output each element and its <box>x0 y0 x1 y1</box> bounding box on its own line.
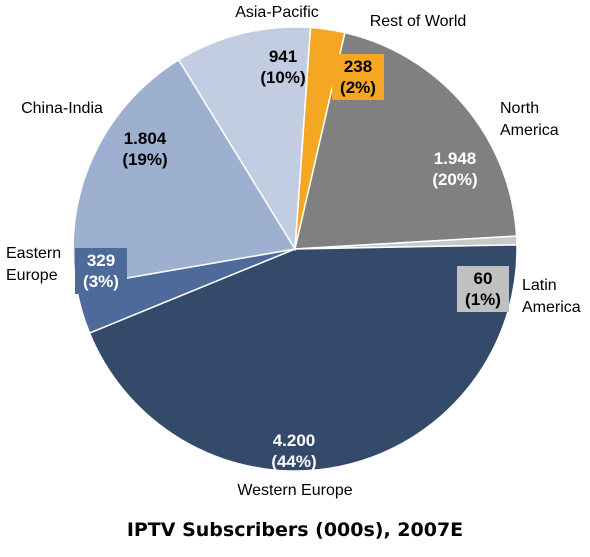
percent-label-china-india: (19%) <box>122 150 167 169</box>
category-label-latin-america: America <box>522 299 581 316</box>
pie-labels: 238 (2%) Rest of World 1.948 (20%) North Ameri… <box>6 4 581 499</box>
value-label-latin-america: 60 <box>474 269 493 288</box>
value-label-western-europe: 4.200 <box>273 431 316 450</box>
value-label-box-latin-america <box>457 266 509 312</box>
value-label-eastern-europe: 329 <box>87 251 115 270</box>
category-label-china-india: China-India <box>21 100 103 117</box>
percent-label-rest-of-world: (2%) <box>340 78 376 97</box>
pie-slice-asia-pacific <box>177 26 312 252</box>
category-label-latin-america: Latin <box>522 277 557 294</box>
pie-slices <box>72 26 518 472</box>
percent-label-north-america: (20%) <box>432 170 477 189</box>
category-label-north-america: North <box>500 100 539 117</box>
category-label-western-europe: Western Europe <box>237 482 352 499</box>
value-label-asia-pacific: 941 <box>269 47 297 66</box>
category-label-rest-of-world: Rest of World <box>370 13 467 30</box>
value-label-box-rest-of-world <box>332 54 384 100</box>
value-label-china-india: 1.804 <box>124 129 167 148</box>
pie-slice-western-europe <box>88 244 518 472</box>
pie-slice-china-india <box>72 58 297 288</box>
category-label-eastern-europe: Europe <box>6 267 58 284</box>
percent-label-western-europe: (44%) <box>271 452 316 471</box>
chart-title: IPTV Subscribers (000s), 2007E <box>126 519 464 541</box>
category-label-north-america: America <box>500 122 559 139</box>
percent-label-asia-pacific: (10%) <box>260 68 305 87</box>
percent-label-latin-america: (1%) <box>465 290 501 309</box>
category-label-asia-pacific: Asia-Pacific <box>235 4 319 21</box>
category-label-eastern-europe: Eastern <box>6 245 61 262</box>
value-label-rest-of-world: 238 <box>344 57 372 76</box>
value-label-north-america: 1.948 <box>434 149 477 168</box>
percent-label-eastern-europe: (3%) <box>83 272 119 291</box>
value-label-box-eastern-europe <box>75 248 127 294</box>
